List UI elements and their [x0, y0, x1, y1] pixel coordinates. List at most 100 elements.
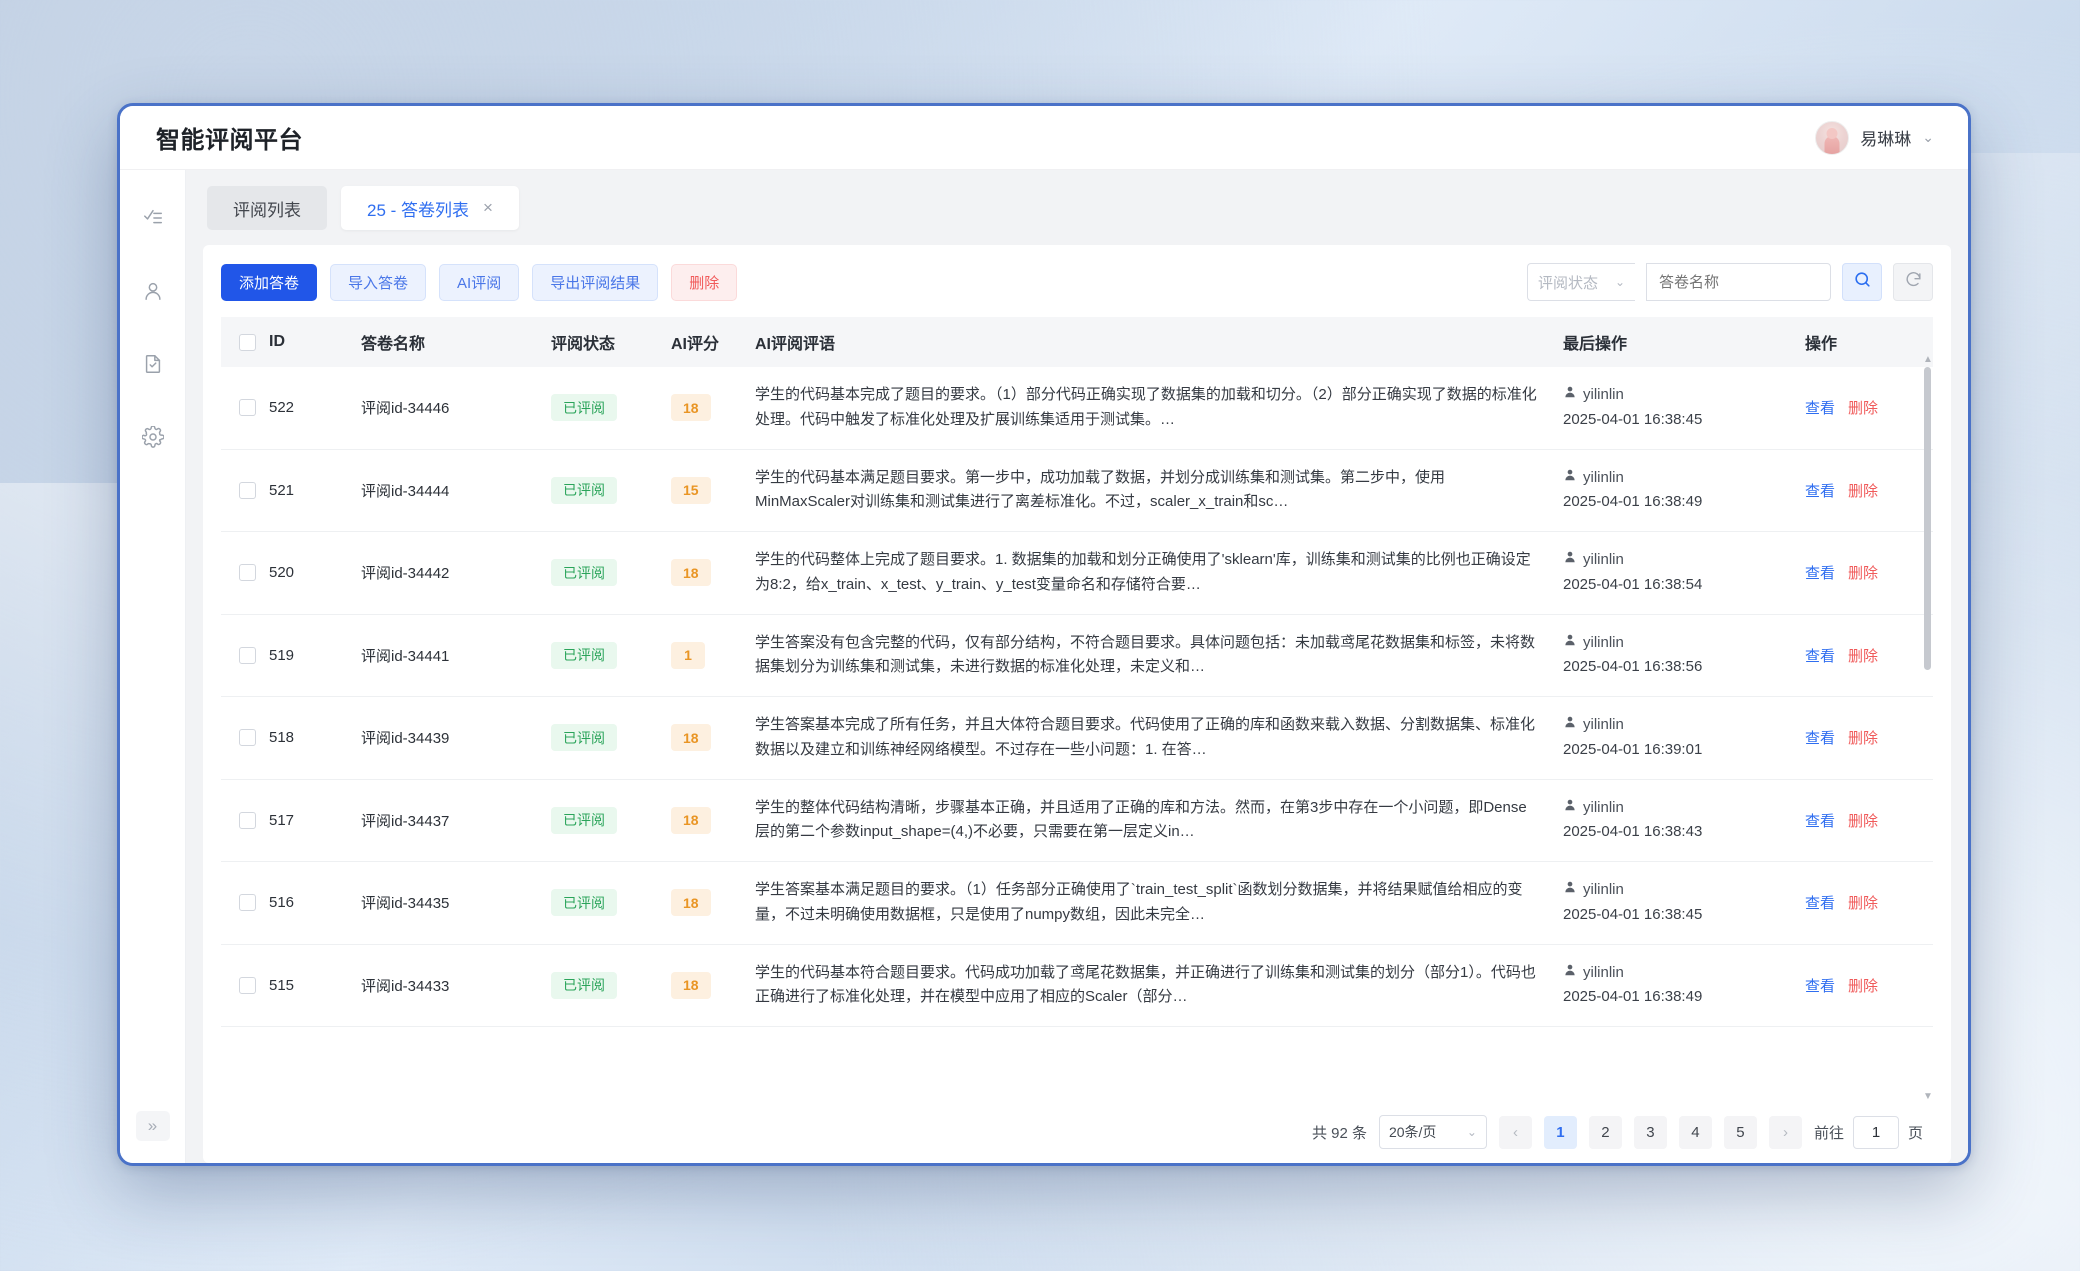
- cell-name: 评阅id-34446: [361, 367, 551, 450]
- table-row[interactable]: 518 评阅id-34439 已评阅 18 学生答案基本完成了所有任务，并且大体符合题目…: [221, 696, 1933, 780]
- sidebar-item-review-list[interactable]: [133, 200, 173, 240]
- prev-page-button[interactable]: ‹: [1498, 1115, 1532, 1149]
- row-checkbox[interactable]: [239, 399, 256, 417]
- view-link[interactable]: 查看: [1805, 895, 1836, 913]
- page-button[interactable]: 3: [1633, 1115, 1667, 1149]
- view-link[interactable]: 查看: [1805, 647, 1836, 665]
- status-badge: 已评阅: [551, 806, 617, 834]
- cell-state: 已评阅: [551, 944, 671, 1027]
- cell-operations: 查看 删除: [1805, 696, 1933, 780]
- search-button[interactable]: [1842, 263, 1882, 301]
- cell-score: 18: [671, 531, 755, 615]
- table-row[interactable]: 520 评阅id-34442 已评阅 18 学生的代码整体上完成了题目要求。1. 数据集…: [221, 531, 1933, 615]
- row-checkbox[interactable]: [239, 976, 256, 994]
- select-all-checkbox[interactable]: [239, 333, 256, 351]
- user-menu[interactable]: 易琳琳 ⌄: [1815, 120, 1938, 155]
- search-input[interactable]: [1646, 263, 1831, 301]
- cell-state: 已评阅: [551, 614, 671, 697]
- import-answer-button[interactable]: 导入答卷: [330, 263, 427, 301]
- view-link[interactable]: 查看: [1805, 977, 1836, 995]
- table-row[interactable]: 516 评阅id-34435 已评阅 18 学生答案基本满足题目的要求。（1）任务部分正…: [221, 861, 1933, 945]
- delete-link[interactable]: 删除: [1848, 977, 1879, 995]
- row-checkbox[interactable]: [239, 894, 256, 912]
- row-actions: 查看 删除: [1805, 892, 1933, 913]
- add-answer-button[interactable]: 添加答卷: [221, 263, 318, 301]
- scroll-up-icon[interactable]: ▲: [1923, 354, 1933, 365]
- chevron-down-icon: ⌄: [1614, 275, 1625, 289]
- scrollbar-thumb[interactable]: [1924, 367, 1931, 671]
- cell-state: 已评阅: [551, 861, 671, 945]
- sidebar-expand-button[interactable]: »: [135, 1111, 170, 1141]
- view-link[interactable]: 查看: [1805, 482, 1836, 500]
- close-icon[interactable]: ×: [483, 198, 493, 217]
- page-button[interactable]: 2: [1588, 1115, 1622, 1149]
- page-button[interactable]: 1: [1543, 1115, 1577, 1149]
- timestamp: 2025-04-01 16:38:49: [1563, 988, 1703, 1006]
- table-row[interactable]: 521 评阅id-34444 已评阅 15 学生的代码基本满足题目要求。第一步中，成功加…: [221, 449, 1933, 532]
- review-status-select[interactable]: 评阅状态 ⌄: [1527, 263, 1635, 301]
- row-checkbox[interactable]: [239, 811, 256, 829]
- view-link[interactable]: 查看: [1805, 400, 1836, 418]
- delete-link[interactable]: 删除: [1848, 400, 1879, 418]
- sidebar-item-settings[interactable]: [133, 419, 173, 459]
- cell-operations: 查看 删除: [1805, 449, 1933, 532]
- review-status-select-value: 评阅状态: [1538, 274, 1599, 292]
- timestamp: 2025-04-01 16:38:43: [1563, 823, 1703, 841]
- row-actions: 查看 删除: [1805, 645, 1933, 666]
- export-result-button[interactable]: 导出评阅结果: [532, 263, 659, 301]
- delete-link[interactable]: 删除: [1848, 565, 1879, 583]
- tab-answer-list[interactable]: 25 - 答卷列表 ×: [341, 186, 519, 230]
- jump-suffix-label: 页: [1907, 1124, 1923, 1142]
- row-checkbox[interactable]: [239, 481, 256, 499]
- comment-text: 学生的代码基本完成了题目的要求。（1）部分代码正确实现了数据集的加载和切分。（2…: [755, 386, 1537, 428]
- cell-comment: 学生答案基本完成了所有任务，并且大体符合题目要求。代码使用了正确的库和函数来载入…: [755, 696, 1563, 780]
- operator-name: yilinlin: [1583, 963, 1624, 981]
- row-checkbox[interactable]: [239, 729, 256, 747]
- comment-text: 学生的代码基本满足题目要求。第一步中，成功加载了数据，并划分成训练集和测试集。第…: [755, 468, 1446, 511]
- user-icon: [1563, 548, 1577, 573]
- toolbar: 添加答卷 导入答卷 AI评阅 导出评阅结果 删除 评阅状态 ⌄: [221, 263, 1933, 301]
- scroll-down-icon[interactable]: ▼: [1923, 1091, 1933, 1102]
- table-row[interactable]: 517 评阅id-34437 已评阅 18 学生的整体代码结构清晰，步骤基本正确，并且适…: [221, 779, 1933, 862]
- delete-link[interactable]: 删除: [1848, 730, 1879, 748]
- tab-review-list[interactable]: 评阅列表: [207, 186, 327, 230]
- cell-score: 15: [671, 449, 755, 532]
- view-link[interactable]: 查看: [1805, 812, 1836, 830]
- table-body: 522 评阅id-34446 已评阅 18 学生的代码基本完成了题目的要求。（1）部分代…: [221, 367, 1933, 1027]
- row-actions: 查看 删除: [1805, 810, 1933, 831]
- page-button[interactable]: 5: [1723, 1115, 1757, 1149]
- delete-link[interactable]: 删除: [1848, 647, 1879, 665]
- user-icon: [1563, 466, 1577, 491]
- delete-button[interactable]: 删除: [671, 263, 738, 301]
- table-row[interactable]: 519 评阅id-34441 已评阅 1 学生答案没有包含完整的代码，仅有部分结构，不符…: [221, 614, 1933, 697]
- next-page-button[interactable]: ›: [1768, 1115, 1802, 1149]
- row-actions: 查看 删除: [1805, 975, 1933, 996]
- score-badge: 15: [671, 476, 711, 504]
- delete-link[interactable]: 删除: [1848, 812, 1879, 830]
- table-row[interactable]: 522 评阅id-34446 已评阅 18 学生的代码基本完成了题目的要求。（1）部分代…: [221, 367, 1933, 450]
- delete-link[interactable]: 删除: [1848, 482, 1879, 500]
- app-window: 智能评阅平台 易琳琳 ⌄: [117, 103, 1971, 1166]
- table-row[interactable]: 515 评阅id-34433 已评阅 18 学生的代码基本符合题目要求。代码成功加载了鸢…: [221, 944, 1933, 1027]
- cell-last-op: yilinlin 2025-04-01 16:38:49: [1563, 944, 1805, 1027]
- jump-page-input[interactable]: [1852, 1115, 1899, 1149]
- cell-operations: 查看 删除: [1805, 779, 1933, 862]
- row-checkbox[interactable]: [239, 564, 256, 582]
- ai-review-button[interactable]: AI评阅: [439, 263, 520, 301]
- row-checkbox[interactable]: [239, 646, 256, 664]
- sidebar-item-users[interactable]: [133, 273, 173, 313]
- page-size-select[interactable]: 20条/页 ⌄: [1378, 1115, 1487, 1149]
- view-link[interactable]: 查看: [1805, 565, 1836, 583]
- refresh-button[interactable]: [1893, 263, 1933, 301]
- status-badge: 已评阅: [551, 971, 617, 999]
- page-button[interactable]: 4: [1678, 1115, 1712, 1149]
- last-op-block: yilinlin 2025-04-01 16:38:45: [1563, 878, 1805, 928]
- cell-name: 评阅id-34441: [361, 614, 551, 697]
- delete-link[interactable]: 删除: [1848, 895, 1879, 913]
- cell-state: 已评阅: [551, 696, 671, 780]
- view-link[interactable]: 查看: [1805, 730, 1836, 748]
- sidebar-item-papers[interactable]: [133, 346, 173, 386]
- cell-last-op: yilinlin 2025-04-01 16:39:01: [1563, 696, 1805, 780]
- answer-table-body-table: 522 评阅id-34446 已评阅 18 学生的代码基本完成了题目的要求。（1）部分代…: [221, 367, 1933, 1027]
- vertical-scrollbar[interactable]: ▲ ▼: [1923, 354, 1933, 1102]
